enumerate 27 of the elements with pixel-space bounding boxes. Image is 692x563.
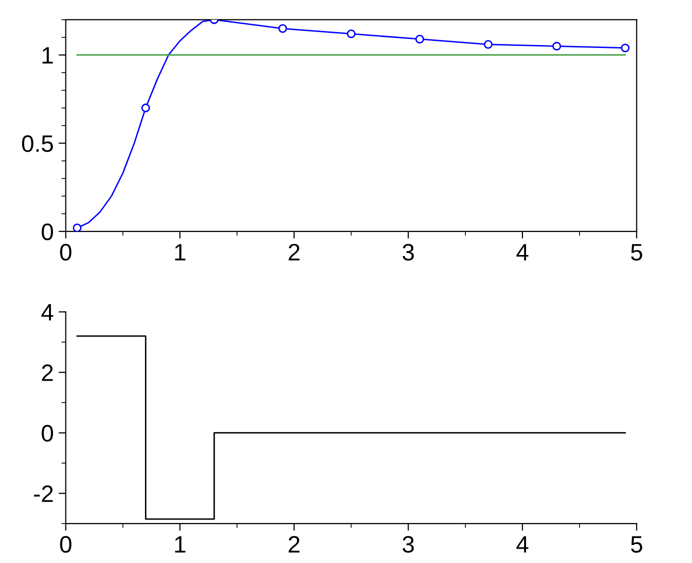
point bbox=[278, 24, 288, 33]
point bbox=[346, 29, 356, 38]
y-tick-label: 0 bbox=[42, 223, 54, 240]
y-tick-label: -2 bbox=[34, 485, 53, 502]
x-tick-label: 4 bbox=[516, 536, 528, 553]
y-tick-label: 0 bbox=[42, 424, 54, 442]
point bbox=[552, 42, 562, 51]
y-tick-label: 1 bbox=[42, 47, 53, 64]
x-tick-label: 3 bbox=[402, 244, 414, 261]
y-tick-label: 2 bbox=[42, 364, 53, 381]
point bbox=[484, 40, 493, 49]
x-tick-label: 5 bbox=[631, 536, 642, 553]
x-tick-label: 5 bbox=[631, 244, 642, 261]
point bbox=[620, 44, 630, 52]
point bbox=[141, 104, 150, 112]
x-tick-label: 2 bbox=[288, 536, 300, 553]
x-tick-label: 1 bbox=[175, 536, 186, 553]
x-tick-label: 4 bbox=[516, 244, 528, 260]
y-tick-label: 0.5 bbox=[22, 135, 53, 152]
x-tick-label: 0 bbox=[60, 536, 72, 553]
x-tick-label: 3 bbox=[402, 536, 414, 553]
x-tick-label: 2 bbox=[288, 244, 300, 260]
x-tick-label: 0 bbox=[60, 244, 72, 261]
x-tick-label: 1 bbox=[175, 244, 186, 260]
y-tick-label: 4 bbox=[41, 304, 54, 320]
point bbox=[415, 34, 424, 44]
point bbox=[72, 224, 82, 232]
